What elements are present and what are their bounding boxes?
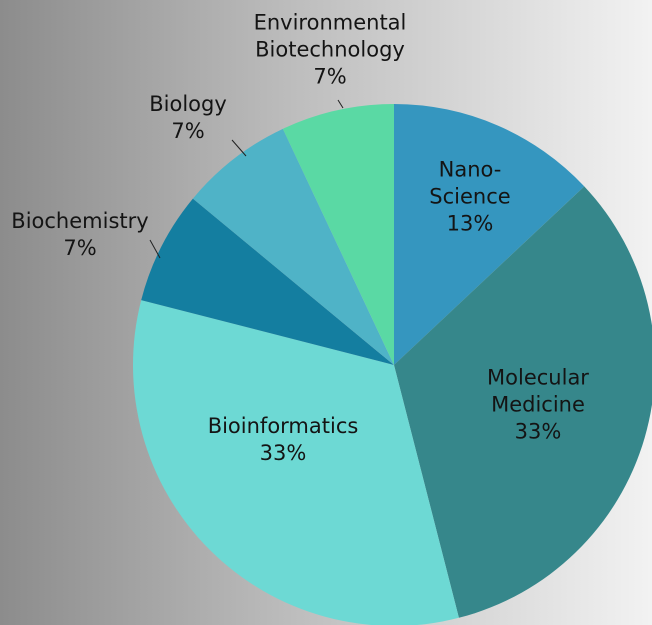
value-label: 13% bbox=[446, 211, 494, 236]
pie-slice bbox=[141, 198, 394, 365]
slice-label: Biology 7% bbox=[143, 91, 233, 145]
leader-line bbox=[149, 239, 161, 259]
slice-label: Environmental Biotechnology 7% bbox=[235, 10, 425, 91]
value-label: 7% bbox=[171, 119, 205, 143]
pie-slice bbox=[394, 104, 585, 365]
value-label: 33% bbox=[259, 441, 307, 465]
category-name: Environmental Biotechnology bbox=[253, 10, 407, 62]
category-name: Molecular Medicine bbox=[487, 365, 589, 417]
leader-line bbox=[231, 139, 247, 157]
slice-label: Molecular Medicine 33% bbox=[468, 365, 608, 446]
value-label: 33% bbox=[514, 419, 562, 444]
category-name: Biochemistry bbox=[11, 209, 149, 233]
category-name: Bioinformatics bbox=[207, 414, 359, 438]
leader-line bbox=[337, 99, 344, 109]
pie-slice bbox=[394, 186, 652, 618]
category-name: Nano-Science bbox=[429, 157, 511, 209]
value-label: 7% bbox=[313, 64, 347, 89]
pie-slice bbox=[133, 300, 459, 625]
pie-slice bbox=[192, 128, 394, 365]
slice-label: Nano-Science 13% bbox=[425, 157, 515, 238]
slice-label: Bioinformatics 33% bbox=[173, 413, 393, 467]
category-name: Biology bbox=[149, 92, 227, 116]
value-label: 7% bbox=[63, 236, 97, 260]
slice-label: Biochemistry 7% bbox=[5, 208, 155, 262]
pie-slice bbox=[282, 104, 394, 365]
